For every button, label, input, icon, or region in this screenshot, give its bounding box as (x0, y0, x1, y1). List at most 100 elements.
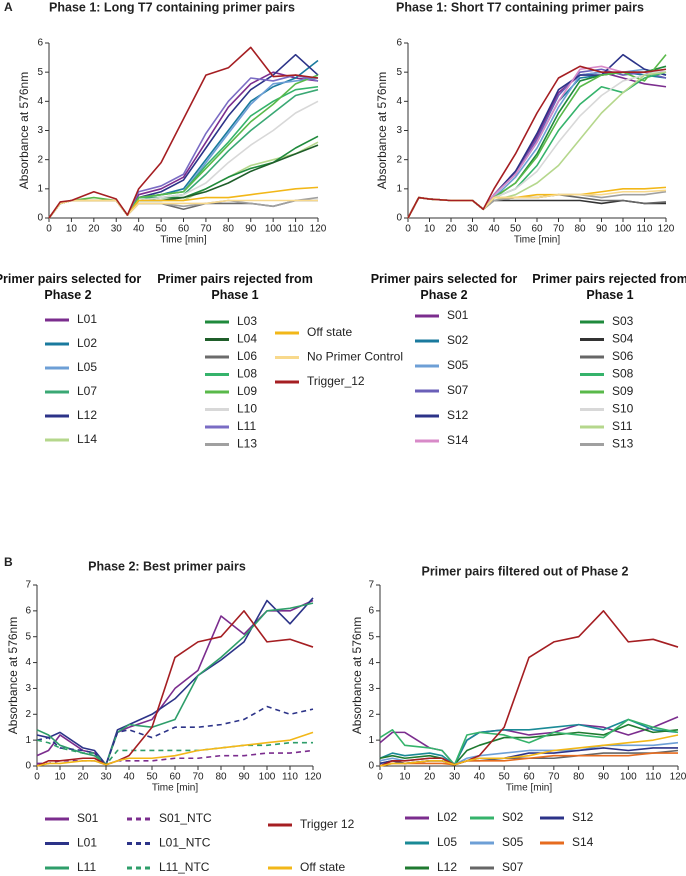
y-tick-label: 3 (37, 125, 43, 136)
legend-title: Primer pairs rejected from Phase 1 (532, 272, 686, 302)
x-tick-label: 120 (670, 772, 686, 783)
x-tick-label: 70 (200, 224, 212, 235)
x-tick-label: 60 (169, 772, 181, 783)
y-tick-label: 0 (25, 761, 31, 772)
legend-label: S07 (447, 383, 469, 397)
y-tick-label: 5 (396, 67, 402, 78)
series-line (36, 602, 314, 766)
legend-label: S09 (612, 384, 634, 398)
y-tick-label: 4 (368, 657, 374, 668)
x-axis-label: Time [min] (160, 235, 207, 246)
y-tick-label: 2 (25, 709, 31, 720)
legend-label: L13 (237, 437, 257, 451)
series-line (48, 46, 319, 219)
y-tick-label: 6 (37, 38, 43, 49)
x-tick-label: 80 (574, 224, 586, 235)
legend-label: L06 (237, 349, 257, 363)
x-tick-label: 40 (474, 772, 486, 783)
x-tick-label: 80 (573, 772, 585, 783)
series-line (379, 718, 679, 766)
series-line (407, 65, 667, 219)
x-tick-label: 0 (34, 772, 40, 783)
y-tick-label: 6 (368, 605, 374, 616)
series-line (407, 68, 667, 219)
y-tick-label: 4 (396, 96, 402, 107)
legend-label: L12 (437, 860, 457, 874)
x-tick-label: 90 (245, 224, 257, 235)
y-axis-label: Absorbance at 576nm (17, 72, 31, 189)
x-tick-label: 50 (499, 772, 511, 783)
x-tick-label: 120 (658, 224, 675, 235)
legend-label: S01 (77, 811, 99, 825)
x-tick-label: 90 (596, 224, 608, 235)
chart-title: Primer pairs filtered out of Phase 2 (421, 564, 628, 578)
legend-label: L11_NTC (159, 860, 210, 874)
legend-label: L11 (77, 860, 96, 874)
x-tick-label: 60 (178, 224, 190, 235)
x-tick-label: 110 (637, 224, 653, 235)
x-axis-label: Time [min] (514, 235, 561, 246)
y-tick-label: 3 (25, 683, 31, 694)
x-tick-label: 100 (265, 224, 282, 235)
legend-label: L08 (237, 367, 257, 381)
legend-title: Primer pairs rejected from Phase 1 (157, 272, 313, 302)
legend-label: L12 (77, 408, 97, 422)
x-tick-label: 40 (123, 772, 135, 783)
legend-label: L05 (437, 835, 457, 849)
y-tick-label: 3 (396, 125, 402, 136)
legend-label: S13 (612, 437, 634, 451)
legend-label: S08 (612, 367, 634, 381)
legend-label: L14 (77, 432, 97, 446)
y-tick-label: 1 (37, 183, 43, 194)
series-line (407, 71, 667, 219)
series-line (48, 71, 319, 219)
x-tick-label: 50 (156, 224, 168, 235)
y-tick-label: 6 (25, 605, 31, 616)
x-tick-label: 120 (310, 224, 327, 235)
legend-label: S05 (447, 358, 469, 372)
y-tick-label: 2 (396, 154, 402, 165)
y-axis-label: Absorbance at 576nm (375, 72, 389, 189)
legend-label: S14 (447, 433, 469, 447)
x-tick-label: 100 (259, 772, 276, 783)
x-tick-label: 70 (553, 224, 565, 235)
y-tick-label: 4 (25, 657, 31, 668)
legend-label: L02 (437, 810, 457, 824)
x-tick-label: 30 (449, 772, 461, 783)
series-line (379, 752, 678, 767)
legend-label: S06 (612, 349, 634, 363)
x-tick-label: 30 (111, 224, 123, 235)
legend-label: S05 (502, 835, 524, 849)
x-tick-label: 70 (548, 772, 560, 783)
x-tick-label: 40 (133, 224, 145, 235)
series-line (36, 599, 314, 766)
chart-title: Phase 1: Short T7 containing primer pair… (396, 0, 644, 14)
legend-label: S11 (612, 419, 633, 433)
y-tick-label: 0 (37, 213, 43, 224)
x-axis-label: Time [min] (152, 783, 199, 794)
x-tick-label: 70 (192, 772, 204, 783)
series-line (48, 74, 319, 219)
series-line (36, 597, 314, 766)
y-axis-label: Absorbance at 576nm (350, 617, 364, 734)
legend-label: L05 (77, 360, 97, 374)
x-tick-label: 10 (66, 224, 78, 235)
legend-label: Trigger 12 (300, 817, 355, 831)
x-tick-label: 20 (88, 224, 100, 235)
y-tick-label: 1 (25, 735, 31, 746)
series-line (36, 705, 314, 766)
chart-title: Phase 1: Long T7 containing primer pairs (49, 0, 295, 14)
y-tick-label: 7 (368, 580, 374, 591)
y-tick-label: 0 (368, 761, 374, 772)
x-tick-label: 0 (405, 224, 411, 235)
series-line (48, 74, 319, 219)
x-tick-label: 40 (488, 224, 500, 235)
legend-label: L11 (237, 419, 256, 433)
legend-label: S03 (612, 314, 634, 328)
legend-label: S01_NTC (159, 811, 212, 825)
series-line (407, 68, 667, 219)
legend-label: L04 (237, 332, 257, 346)
x-tick-label: 80 (215, 772, 227, 783)
legend-title: Primer pairs selected for Phase 2 (0, 272, 142, 302)
x-tick-label: 90 (238, 772, 250, 783)
